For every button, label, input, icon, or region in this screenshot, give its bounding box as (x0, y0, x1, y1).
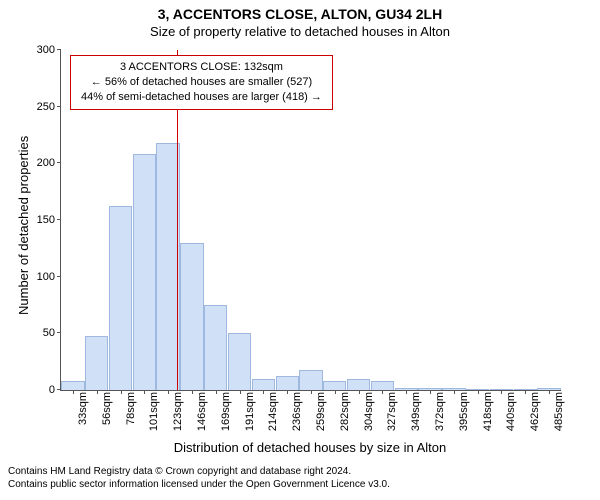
x-tick-label: 259sqm (311, 390, 327, 431)
histogram-bar (252, 379, 275, 390)
x-tick-label: 169sqm (216, 390, 232, 431)
x-tick-label: 236sqm (287, 390, 303, 431)
footer-line-2: Contains public sector information licen… (8, 478, 592, 491)
title-sub: Size of property relative to detached ho… (0, 22, 600, 39)
y-tick-mark (57, 276, 61, 277)
annotation-line-3: 44% of semi-detached houses are larger (… (81, 90, 322, 105)
y-tick-label: 300 (37, 44, 61, 56)
x-tick-label: 462sqm (525, 390, 541, 431)
histogram-bar (371, 381, 394, 390)
y-tick-label: 250 (37, 101, 61, 113)
histogram-bar (180, 243, 203, 390)
y-tick-label: 150 (37, 214, 61, 226)
x-tick-mark (73, 390, 74, 394)
histogram-bar (228, 333, 251, 390)
x-tick-mark (406, 390, 407, 394)
x-tick-mark (382, 390, 383, 394)
footer-line-1: Contains HM Land Registry data © Crown c… (8, 465, 592, 478)
histogram-bar (323, 381, 346, 390)
x-tick-mark (549, 390, 550, 394)
x-tick-label: 304sqm (359, 390, 375, 431)
histogram-bar (85, 336, 108, 390)
x-tick-label: 101sqm (144, 390, 160, 431)
x-tick-mark (525, 390, 526, 394)
x-tick-mark (359, 390, 360, 394)
y-tick-label: 100 (37, 271, 61, 283)
x-tick-mark (501, 390, 502, 394)
x-tick-mark (335, 390, 336, 394)
x-axis-label: Distribution of detached houses by size … (60, 440, 560, 455)
y-tick-mark (57, 162, 61, 163)
x-tick-label: 214sqm (263, 390, 279, 431)
x-tick-label: 56sqm (97, 390, 113, 425)
x-tick-label: 282sqm (335, 390, 351, 431)
x-tick-label: 349sqm (406, 390, 422, 431)
x-tick-mark (144, 390, 145, 394)
x-tick-mark (430, 390, 431, 394)
y-tick-label: 0 (49, 384, 61, 396)
histogram-bar (109, 206, 132, 390)
annotation-line-1: 3 ACCENTORS CLOSE: 132sqm (81, 60, 322, 75)
x-tick-mark (478, 390, 479, 394)
x-tick-label: 146sqm (192, 390, 208, 431)
x-tick-label: 395sqm (454, 390, 470, 431)
x-tick-label: 33sqm (73, 390, 89, 425)
y-tick-mark (57, 49, 61, 50)
x-tick-mark (454, 390, 455, 394)
x-tick-mark (311, 390, 312, 394)
annotation-line-2: ← 56% of detached houses are smaller (52… (81, 75, 322, 90)
y-tick-mark (57, 106, 61, 107)
x-tick-mark (97, 390, 98, 394)
histogram-bar (61, 381, 84, 390)
x-tick-label: 78sqm (121, 390, 137, 425)
x-tick-label: 372sqm (430, 390, 446, 431)
y-tick-label: 200 (37, 157, 61, 169)
footer-attribution: Contains HM Land Registry data © Crown c… (8, 465, 592, 491)
x-tick-mark (240, 390, 241, 394)
y-axis-label: Number of detached properties (16, 136, 31, 315)
x-tick-label: 123sqm (168, 390, 184, 431)
x-tick-label: 485sqm (549, 390, 565, 431)
x-tick-mark (168, 390, 169, 394)
x-tick-mark (216, 390, 217, 394)
y-tick-mark (57, 219, 61, 220)
x-tick-mark (263, 390, 264, 394)
x-tick-mark (287, 390, 288, 394)
histogram-bar (276, 376, 299, 390)
y-tick-mark (57, 332, 61, 333)
x-tick-mark (121, 390, 122, 394)
x-tick-mark (192, 390, 193, 394)
y-tick-label: 50 (43, 327, 61, 339)
chart-container: 3, ACCENTORS CLOSE, ALTON, GU34 2LH Size… (0, 0, 600, 500)
annotation-box: 3 ACCENTORS CLOSE: 132sqm← 56% of detach… (70, 55, 333, 110)
histogram-bar (347, 379, 370, 390)
histogram-bar (133, 154, 156, 390)
title-main: 3, ACCENTORS CLOSE, ALTON, GU34 2LH (0, 0, 600, 22)
x-tick-label: 327sqm (382, 390, 398, 431)
x-tick-label: 191sqm (240, 390, 256, 431)
x-tick-label: 418sqm (478, 390, 494, 431)
histogram-bar (204, 305, 227, 390)
histogram-bar (299, 370, 322, 390)
x-tick-label: 440sqm (501, 390, 517, 431)
